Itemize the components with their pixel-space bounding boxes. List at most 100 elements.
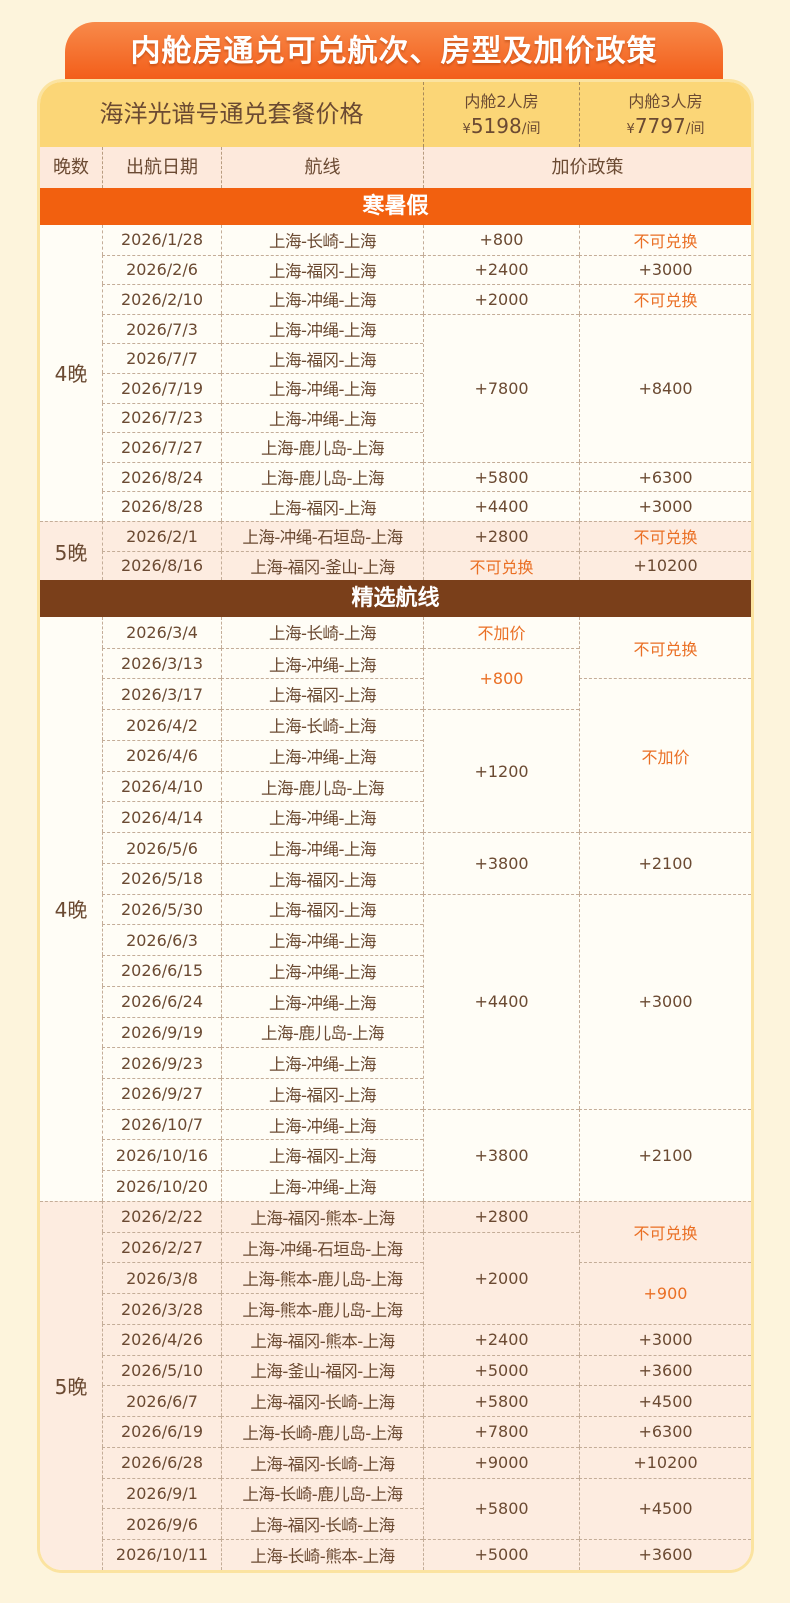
departure-date: 2026/3/17: [102, 678, 221, 710]
route: 上海-长崎-上海: [221, 617, 423, 648]
departure-date: 2026/3/4: [102, 617, 221, 648]
surcharge-2-person: +2000: [423, 1231, 579, 1324]
departure-date: 2026/7/27: [102, 432, 221, 462]
surcharge-2-person: +4400: [423, 491, 579, 521]
route: 上海-冲绳-上海: [221, 924, 423, 956]
route: 上海-福冈-上海: [221, 893, 423, 925]
nights-cell: 5晚: [40, 520, 102, 581]
surcharge-3-person: +4500: [579, 1385, 751, 1417]
departure-date: 2026/9/19: [102, 1016, 221, 1048]
route: 上海-福冈-长崎-上海: [221, 1385, 423, 1417]
surcharge-3-person: +3600: [579, 1354, 751, 1386]
departure-date: 2026/2/6: [102, 254, 221, 285]
col-nights: 晚数: [53, 157, 89, 178]
surcharge-3-person: +2100: [579, 832, 751, 894]
surcharge-2-person: +2400: [423, 1323, 579, 1355]
section-title: 精选航线: [40, 580, 751, 617]
route: 上海-福冈-上海: [221, 862, 423, 894]
surcharge-3-person: 不可兑换: [579, 1200, 751, 1263]
departure-date: 2026/2/1: [102, 520, 221, 551]
room-name: 内舱2人房: [464, 92, 539, 111]
route: 上海-冲绳-上海: [221, 647, 423, 679]
surcharge-2-person: 不加价: [423, 617, 579, 648]
route: 上海-冲绳-上海: [221, 739, 423, 771]
route: 上海-冲绳-石垣岛-上海: [221, 520, 423, 551]
nights-cell: 5晚: [40, 1200, 102, 1570]
departure-date: 2026/7/19: [102, 372, 221, 403]
departure-date: 2026/6/24: [102, 985, 221, 1017]
surcharge-3-person: +10200: [579, 1446, 751, 1478]
route: 上海-冲绳-上海: [221, 985, 423, 1017]
room-3-price: 内舱3人房 ¥7797/间: [579, 82, 751, 147]
route: 上海-冲绳-上海: [221, 955, 423, 986]
surcharge-2-person: 不可兑换: [423, 550, 579, 581]
surcharge-2-person: +5800: [423, 1477, 579, 1540]
departure-date: 2026/1/28: [102, 225, 221, 255]
departure-date: 2026/10/7: [102, 1108, 221, 1140]
surcharge-2-person: +2800: [423, 1200, 579, 1232]
surcharge-3-person: +3000: [579, 1323, 751, 1355]
room-2-price: 内舱2人房 ¥5198/间: [423, 82, 579, 147]
column-headers: 晚数 出航日期 航线 加价政策: [40, 147, 751, 188]
currency: ¥: [626, 122, 635, 137]
surcharge-2-person: +7800: [423, 313, 579, 462]
departure-date: 2026/8/16: [102, 550, 221, 581]
surcharge-3-person: 不可兑换: [579, 617, 751, 679]
route: 上海-长崎-鹿儿岛-上海: [221, 1477, 423, 1509]
route: 上海-长崎-上海: [221, 225, 423, 255]
departure-date: 2026/10/16: [102, 1139, 221, 1171]
departure-date: 2026/5/18: [102, 862, 221, 894]
route: 上海-鹿儿岛-上海: [221, 461, 423, 492]
price: 5198: [470, 114, 522, 138]
departure-date: 2026/2/22: [102, 1200, 221, 1232]
route: 上海-福冈-熊本-上海: [221, 1200, 423, 1232]
departure-date: 2026/4/26: [102, 1323, 221, 1355]
route: 上海-福冈-上海: [221, 678, 423, 710]
nights-cell: 4晚: [54, 898, 88, 923]
departure-date: 2026/4/6: [102, 739, 221, 771]
route: 上海-冲绳-上海: [221, 832, 423, 863]
departure-date: 2026/3/13: [102, 647, 221, 679]
route: 上海-福冈-上海: [221, 491, 423, 521]
unit: /间: [521, 121, 541, 137]
departure-date: 2026/8/24: [102, 461, 221, 492]
route: 上海-福冈-上海: [221, 343, 423, 373]
departure-date: 2026/5/10: [102, 1354, 221, 1386]
departure-date: 2026/10/20: [102, 1170, 221, 1201]
route: 上海-鹿儿岛-上海: [221, 770, 423, 802]
surcharge-2-person: +7800: [423, 1416, 579, 1447]
route: 上海-鹿儿岛-上海: [221, 432, 423, 462]
departure-date: 2026/10/11: [102, 1539, 221, 1570]
surcharge-2-person: +800: [423, 647, 579, 710]
surcharge-3-person: +900: [579, 1262, 751, 1324]
page-title: 内舱房通兑可兑航次、房型及加价政策: [65, 22, 723, 84]
col-date: 出航日期: [102, 147, 221, 188]
departure-date: 2026/2/27: [102, 1231, 221, 1263]
col-surcharge: 加价政策: [423, 147, 751, 188]
departure-date: 2026/7/23: [102, 402, 221, 433]
price-table: 海洋光谱号通兑套餐价格 内舱2人房 ¥5198/间 内舱3人房 ¥7797/间 …: [40, 82, 751, 1570]
surcharge-3-person: +3000: [579, 893, 751, 1109]
departure-date: 2026/4/2: [102, 709, 221, 740]
surcharge-2-person: +2400: [423, 254, 579, 285]
departure-date: 2026/4/10: [102, 770, 221, 802]
departure-date: 2026/7/7: [102, 343, 221, 373]
route: 上海-长崎-上海: [221, 709, 423, 740]
surcharge-3-person: +3000: [579, 491, 751, 521]
route: 上海-冲绳-上海: [221, 284, 423, 314]
departure-date: 2026/5/6: [102, 832, 221, 863]
section-rows: 4晚 5晚 2026/1/28 上海-长崎-上海 2026/2/6 上海-福冈-上海 202…: [40, 225, 751, 581]
route: 上海-釜山-福冈-上海: [221, 1354, 423, 1386]
route: 上海-冲绳-上海: [221, 372, 423, 403]
route: 上海-福冈-长崎-上海: [221, 1508, 423, 1540]
surcharge-2-person: +800: [423, 225, 579, 255]
package-label: 海洋光谱号通兑套餐价格: [99, 100, 364, 128]
route: 上海-福冈-上海: [221, 254, 423, 285]
surcharge-3-person: +6300: [579, 1416, 751, 1447]
departure-date: 2026/9/1: [102, 1477, 221, 1509]
surcharge-3-person: +6300: [579, 461, 751, 492]
surcharge-2-person: +1200: [423, 709, 579, 833]
departure-date: 2026/5/30: [102, 893, 221, 925]
departure-date: 2026/3/8: [102, 1262, 221, 1294]
departure-date: 2026/4/14: [102, 801, 221, 833]
